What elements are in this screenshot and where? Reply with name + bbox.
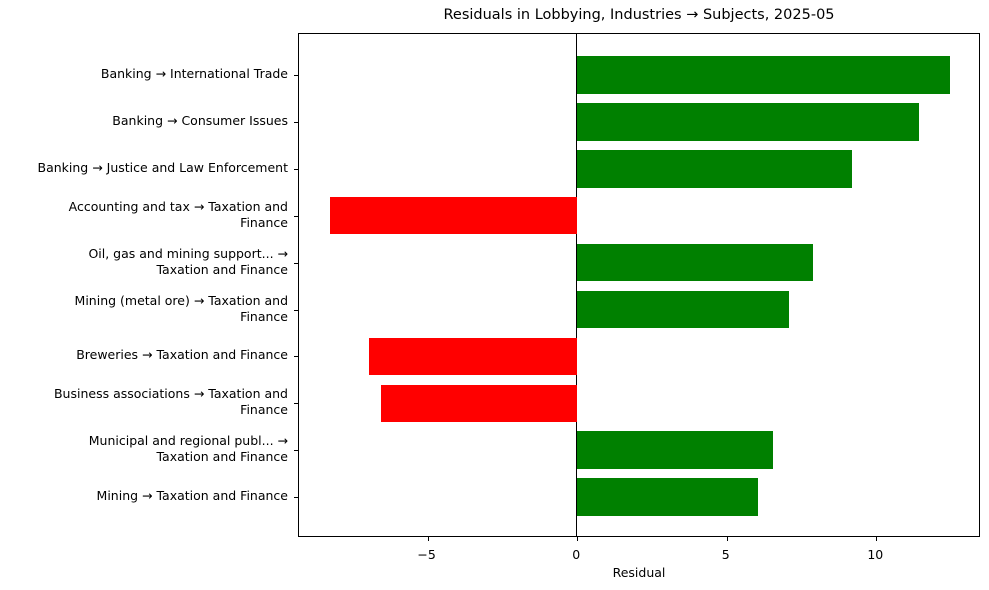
y-tick [294, 497, 299, 499]
chart-title: Residuals in Lobbying, Industries → Subj… [443, 7, 835, 23]
y-tick-label: Banking → International Trade [100, 66, 288, 81]
x-tick [427, 536, 429, 541]
y-tick [294, 215, 299, 217]
zero-line [576, 34, 578, 536]
x-tick [577, 536, 579, 541]
x-tick [726, 536, 728, 541]
bar-0 [577, 56, 951, 94]
x-tick-label: 0 [572, 547, 581, 562]
x-tick [876, 536, 878, 541]
y-tick [294, 121, 299, 123]
x-axis-title: Residual [612, 565, 666, 580]
bar-2 [577, 150, 853, 188]
bar-8 [577, 431, 774, 469]
bar-5 [577, 290, 790, 329]
y-tick [294, 262, 299, 264]
y-tick-label: Accounting and tax → Taxation and Financ… [68, 198, 288, 230]
y-tick-label: Oil, gas and mining support... → Taxatio… [88, 245, 288, 277]
x-tick-label: 5 [721, 547, 730, 562]
y-tick [294, 450, 299, 452]
y-tick-label: Banking → Justice and Law Enforcement [37, 159, 288, 175]
bar-3 [330, 196, 578, 235]
y-tick-label: Breweries → Taxation and Finance [76, 347, 288, 363]
bar-4 [577, 243, 814, 282]
y-tick-label: Municipal and regional publ... → Taxatio… [88, 433, 288, 465]
bar-6 [368, 337, 578, 376]
x-tick-label: −5 [417, 547, 436, 562]
y-tick [294, 75, 299, 76]
y-tick-label: Mining (metal ore) → Taxation and Financ… [74, 292, 288, 324]
y-tick-label: Mining → Taxation and Finance [96, 488, 288, 504]
bar-9 [577, 478, 759, 516]
y-tick [294, 309, 299, 311]
y-tick-label: Banking → Consumer Issues [112, 112, 288, 128]
x-tick-label: 10 [867, 547, 884, 562]
y-tick-label: Business associations → Taxation and Fin… [53, 386, 288, 418]
y-tick [294, 403, 299, 405]
bar-7 [380, 384, 578, 423]
y-tick [294, 168, 299, 170]
y-tick [294, 356, 299, 358]
bar-1 [577, 103, 920, 141]
plot-area [294, 33, 980, 541]
